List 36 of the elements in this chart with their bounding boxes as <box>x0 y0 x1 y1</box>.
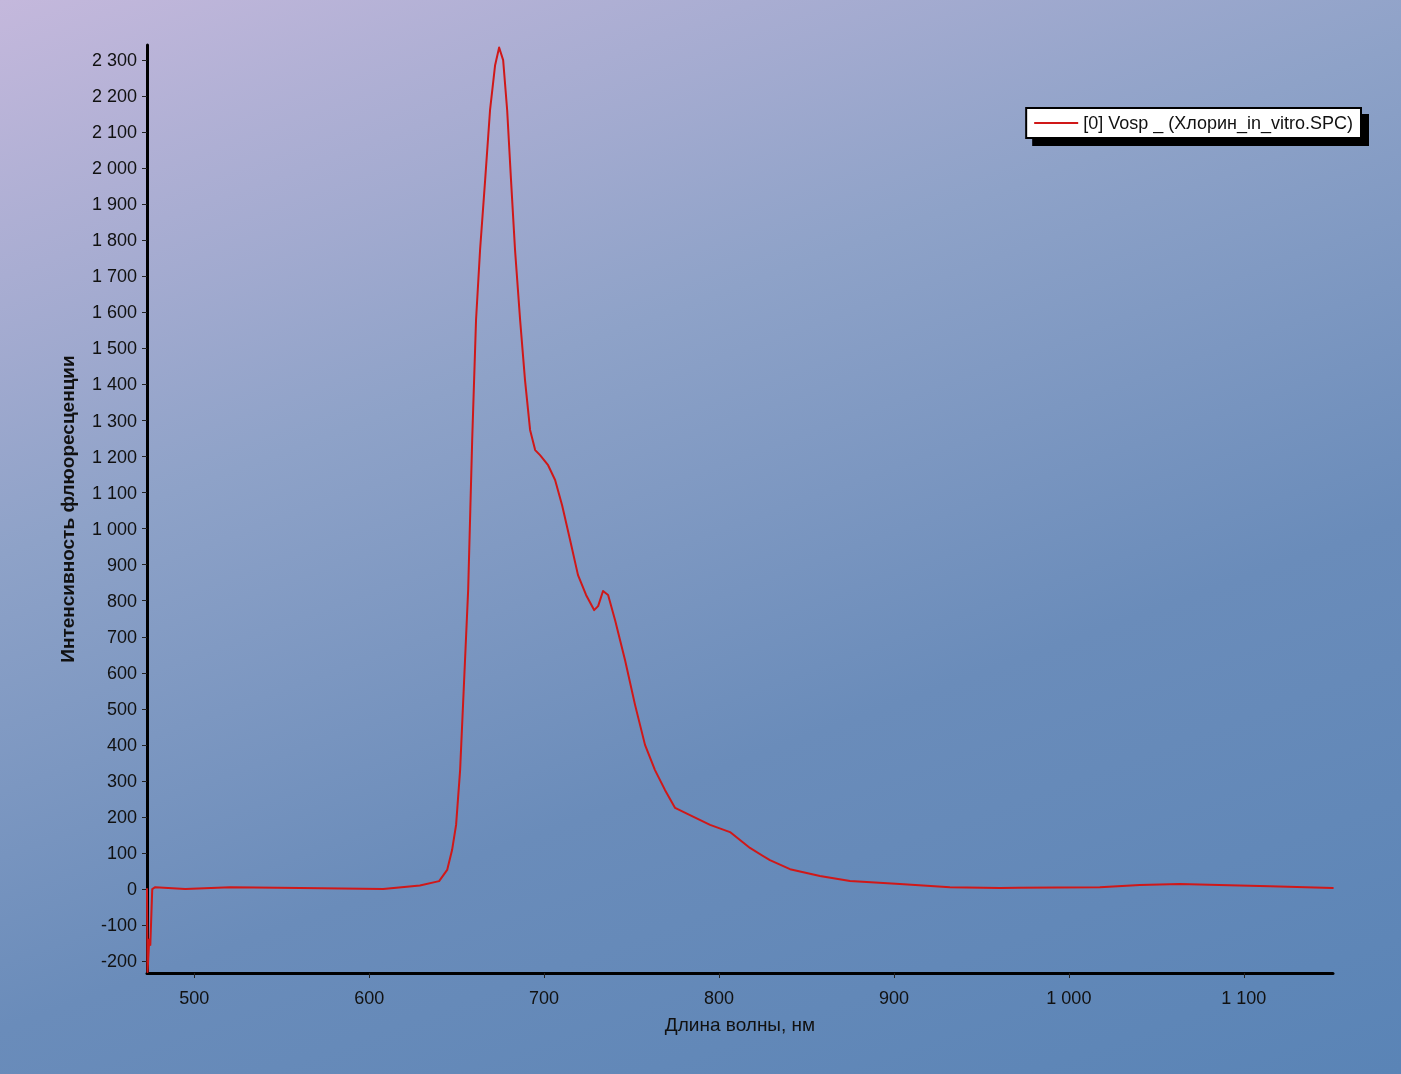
x-tick-label: 500 <box>179 988 210 1008</box>
y-tick-label: 200 <box>106 806 137 827</box>
x-tick-label: 600 <box>354 988 385 1008</box>
x-tick-label: 900 <box>878 988 909 1008</box>
y-tick-label: 700 <box>106 626 137 647</box>
x-tick-label: 800 <box>703 988 735 1008</box>
y-tick-label: 2 300 <box>91 50 137 71</box>
y-tick-label: -100 <box>100 915 137 936</box>
y-tick-label: 2 100 <box>91 122 137 143</box>
y-tick-label: 100 <box>106 842 137 863</box>
y-tick-label: 1 600 <box>91 302 137 323</box>
legend-label: [0] Vosp _ (Хлорин_in_vitro.SPC) <box>1083 113 1353 134</box>
y-tick-label: 600 <box>106 662 137 683</box>
x-axis-title: Длина волны, нм <box>664 1014 816 1035</box>
y-tick-label: 1 400 <box>91 374 137 395</box>
y-tick-label: 1 900 <box>91 194 137 215</box>
y-tick-label: 1 800 <box>91 230 137 251</box>
y-tick-label: 1 000 <box>91 518 137 539</box>
y-tick-label: 800 <box>106 590 137 611</box>
x-tick-label: 700 <box>529 988 560 1008</box>
y-axis-title: Интенсивность флюоресценции <box>57 355 78 663</box>
y-tick-label: 1 300 <box>91 410 137 431</box>
y-tick-label: 1 700 <box>91 266 137 287</box>
y-tick-label: 0 <box>126 879 137 900</box>
y-tick-label: 2 200 <box>91 86 137 107</box>
y-tick-label: 400 <box>106 734 137 755</box>
y-tick-label: -200 <box>100 951 137 972</box>
y-tick-label: 500 <box>106 698 137 719</box>
y-tick-label: 300 <box>106 770 137 791</box>
y-tick-label: 2 000 <box>91 158 137 179</box>
y-tick-label: 1 200 <box>91 446 137 467</box>
x-tick-label: 1 100 <box>1221 988 1267 1008</box>
x-tick-label: 1 000 <box>1046 988 1092 1008</box>
y-tick-label: 1 500 <box>91 338 137 359</box>
y-tick-label: 900 <box>106 554 137 575</box>
y-tick-label: 1 100 <box>91 482 137 503</box>
